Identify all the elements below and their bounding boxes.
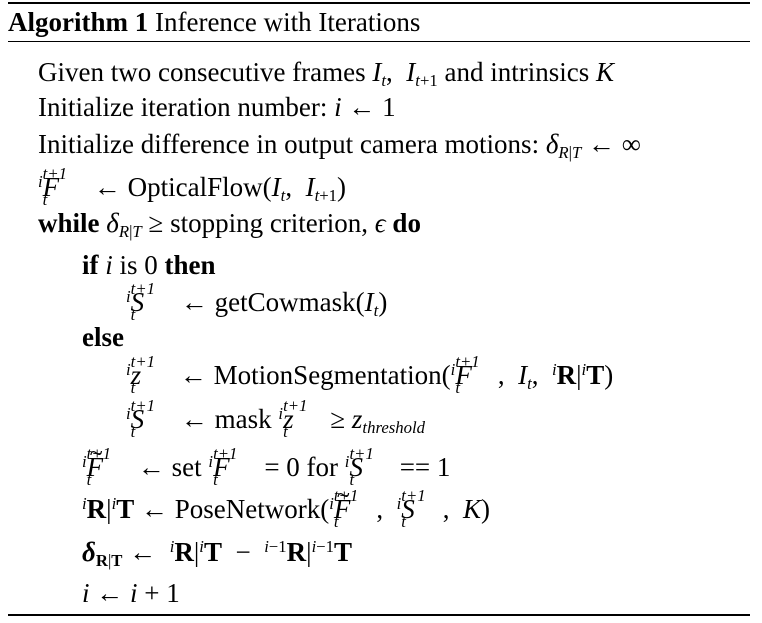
optical-flow-fn: OpticalFlow: [127, 172, 263, 202]
stopping-text: stopping criterion,: [170, 208, 369, 238]
line-delta-update: δR|T ← iR|iT − i−1R|i−1T: [82, 536, 353, 571]
line-mask: iS t+1 t ← mask iz t+1 t ≥ zthreshold: [126, 395, 426, 442]
motion-seg-fn: MotionSegmentation: [213, 360, 442, 390]
get-cowmask-fn: getCowmask: [214, 287, 356, 317]
line-else: else: [82, 320, 124, 354]
top-rule: [8, 2, 750, 4]
is-zero-text: is 0: [119, 250, 158, 280]
algorithm-label: Algorithm 1: [8, 7, 149, 37]
init-iter-text: Initialize iteration number:: [38, 92, 328, 122]
line-given: Given two consecutive frames It, It+1 an…: [38, 57, 615, 91]
header-rule: [8, 41, 750, 42]
line-cowmask: iS t+1 t ← getCowmask(It): [126, 278, 388, 325]
algorithm-header: Algorithm 1 Inference with Iterations: [8, 5, 420, 39]
line-motion-seg: iz t+1 t ← MotionSegmentation(iF t+1 t, It, …: [126, 351, 614, 398]
then-keyword: then: [164, 250, 216, 280]
line-set: iFt+1t ← set iFt+1t = 0 for iSt+1t == 1: [82, 437, 450, 489]
line-increment: i ← i + 1: [82, 578, 180, 608]
init-diff-text: Initialize difference in output camera m…: [38, 129, 540, 159]
else-keyword: else: [82, 322, 124, 352]
if-keyword: if: [82, 250, 99, 280]
pose-network-fn: PoseNetwork: [174, 494, 321, 524]
bottom-rule: [8, 614, 750, 616]
line-init-difference: Initialize difference in output camera m…: [38, 129, 642, 163]
given-and-text: and intrinsics: [444, 57, 590, 87]
for-text: for: [306, 452, 339, 482]
line-if: if i is 0 then: [82, 250, 216, 280]
given-text: Given two consecutive frames: [38, 57, 366, 87]
algorithm-title: Inference with Iterations: [154, 7, 421, 37]
while-keyword: while: [38, 208, 100, 238]
mask-text: mask: [214, 404, 272, 434]
line-init-iteration: Initialize iteration number: i ← 1: [38, 92, 396, 122]
set-text: set: [171, 452, 202, 482]
threshold-subscript: threshold: [362, 418, 426, 438]
line-while: while δR|T ≥ stopping criterion, ϵ do: [38, 208, 421, 242]
do-keyword: do: [392, 208, 421, 238]
line-pose-network: iR|iT ← PoseNetwork(iFt+1t, iSt+1t, K): [82, 479, 490, 531]
line-optical-flow: iF t+1 t ← OpticalFlow(It, It+1): [38, 163, 347, 210]
